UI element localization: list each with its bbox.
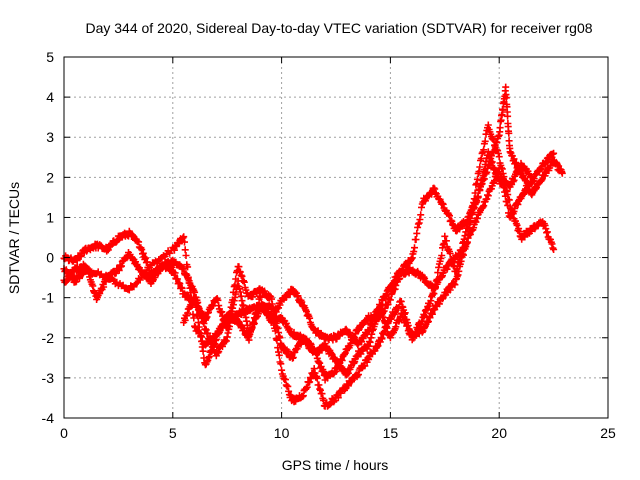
- y-tick-label: 2: [46, 169, 54, 185]
- chart-title: Day 344 of 2020, Sidereal Day-to-day VTE…: [85, 20, 592, 36]
- y-axis-label: SDTVAR / TECUs: [6, 182, 22, 294]
- plot-frame: [63, 56, 609, 419]
- y-tick-label: 0: [46, 250, 54, 266]
- y-tick-label: 3: [46, 129, 54, 145]
- y-tick-label: 1: [46, 209, 54, 225]
- x-axis-label: GPS time / hours: [282, 457, 389, 473]
- axis-ticks: 0 5 10 15 20 25 -4 -3 -2 -1 0 1 2 3 4 5: [42, 49, 616, 441]
- x-tick-label: 10: [274, 425, 290, 441]
- y-tick-label: -4: [42, 410, 55, 426]
- y-tick-label: 4: [46, 89, 54, 105]
- series-track-d: [180, 148, 536, 379]
- y-tick-label: -1: [42, 290, 55, 306]
- y-tick-label: -3: [42, 370, 55, 386]
- plus-markers: [180, 148, 536, 379]
- x-tick-label: 20: [491, 425, 507, 441]
- y-tick-label: 5: [46, 49, 54, 65]
- x-tick-label: 15: [383, 425, 399, 441]
- y-tick-label: -2: [42, 330, 55, 346]
- x-tick-label: 25: [600, 425, 616, 441]
- x-tick-label: 0: [60, 425, 68, 441]
- x-tick-label: 5: [169, 425, 177, 441]
